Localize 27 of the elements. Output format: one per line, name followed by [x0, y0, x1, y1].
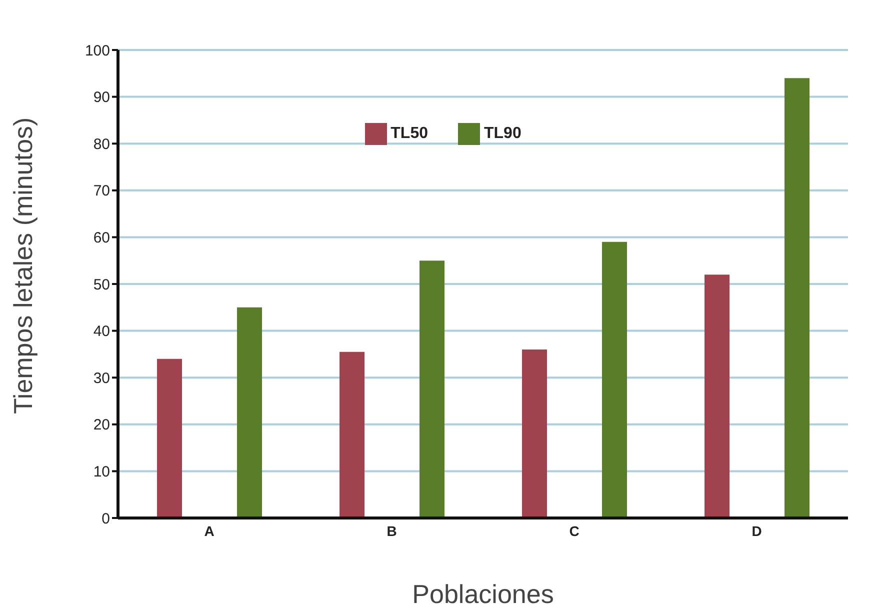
bar [420, 260, 444, 518]
y-axis-title: Tiempos letales (minutos) [8, 117, 38, 414]
y-tick-label: 60 [93, 230, 110, 247]
x-tick-label: A [204, 522, 214, 539]
bar [340, 352, 364, 518]
y-tick-label: 10 [93, 464, 110, 481]
y-tick-label: 0 [102, 510, 110, 528]
y-tick-label: 50 [93, 276, 110, 294]
bar [704, 274, 730, 518]
bar [237, 307, 262, 518]
legend-label: TL50 [390, 125, 428, 142]
bar [157, 358, 182, 518]
x-tick-label: B [386, 522, 397, 539]
bar [784, 78, 810, 518]
x-tick-label: D [752, 522, 762, 539]
x-axis-title: Poblaciones [412, 579, 554, 609]
y-tick-label: 30 [93, 370, 110, 387]
legend-label: TL90 [484, 125, 522, 142]
y-tick-label: 80 [93, 136, 110, 153]
y-tick-label: 70 [93, 182, 110, 200]
bar [602, 242, 627, 518]
x-tick-label: C [569, 522, 580, 539]
bar [522, 350, 547, 518]
y-tick-label: 90 [93, 89, 110, 106]
y-tick-label: 100 [84, 42, 110, 60]
y-tick-label: 40 [93, 323, 110, 340]
y-tick-label: 20 [93, 416, 110, 434]
